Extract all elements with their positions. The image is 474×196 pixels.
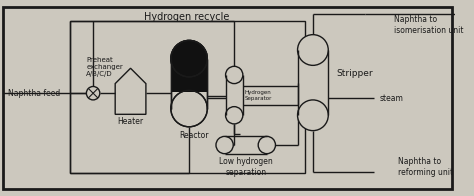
Ellipse shape bbox=[226, 66, 243, 84]
Ellipse shape bbox=[298, 35, 328, 65]
Text: Naphtha to
isomerisation unit: Naphtha to isomerisation unit bbox=[393, 15, 463, 35]
Text: Hydrogen
Separator: Hydrogen Separator bbox=[245, 90, 272, 101]
Ellipse shape bbox=[226, 107, 243, 124]
Bar bbox=[225, 136, 267, 154]
Ellipse shape bbox=[258, 136, 275, 154]
Text: Naphtha feed: Naphtha feed bbox=[9, 89, 61, 98]
Circle shape bbox=[86, 86, 100, 100]
Ellipse shape bbox=[171, 90, 207, 127]
Text: Naphtha to
reforming unit: Naphtha to reforming unit bbox=[398, 157, 454, 177]
Bar bbox=[171, 59, 207, 92]
Text: Heater: Heater bbox=[118, 117, 144, 126]
Bar bbox=[298, 50, 328, 115]
Ellipse shape bbox=[171, 40, 207, 77]
Ellipse shape bbox=[216, 136, 233, 154]
Text: Reactor: Reactor bbox=[179, 131, 209, 140]
Text: Preheat
exchanger
A/B/C/D: Preheat exchanger A/B/C/D bbox=[86, 57, 123, 77]
Polygon shape bbox=[115, 68, 146, 114]
Text: Hydrogen recycle: Hydrogen recycle bbox=[145, 12, 230, 22]
Text: Stripper: Stripper bbox=[337, 69, 374, 78]
Text: Low hydrogen
separation: Low hydrogen separation bbox=[219, 157, 273, 177]
Bar bbox=[226, 75, 243, 115]
Bar bbox=[70, 21, 305, 173]
Text: steam: steam bbox=[379, 93, 403, 103]
Bar bbox=[171, 59, 207, 109]
Ellipse shape bbox=[171, 40, 207, 77]
Ellipse shape bbox=[298, 100, 328, 131]
Bar bbox=[171, 59, 207, 109]
